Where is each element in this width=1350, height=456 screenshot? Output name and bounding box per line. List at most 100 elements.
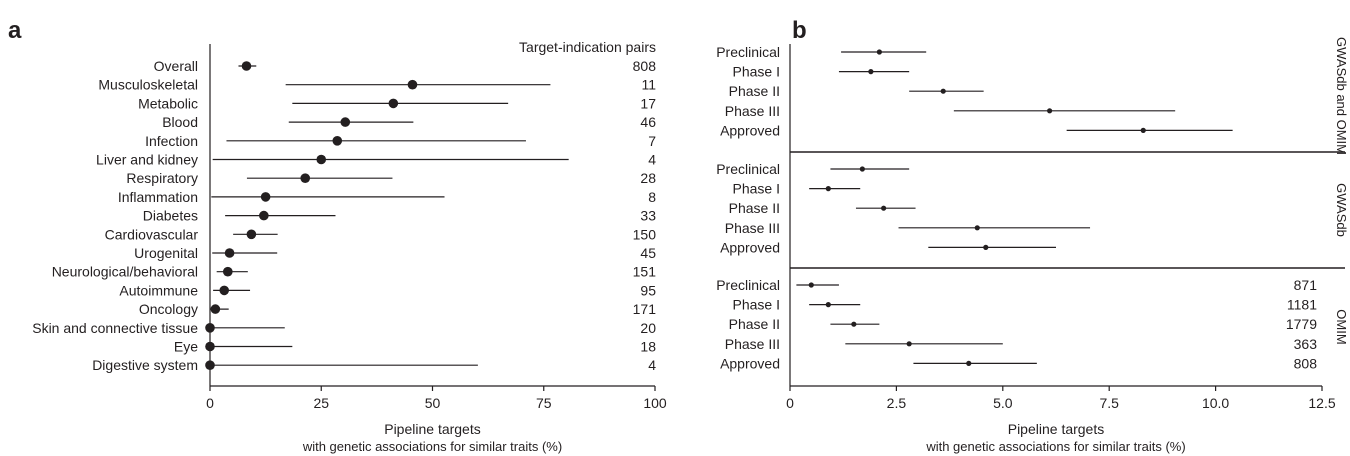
count-value: 4 [648, 152, 656, 168]
x-tick-label: 2.5 [887, 395, 907, 411]
data-point [210, 304, 221, 314]
phase-label: Approved [720, 355, 780, 371]
phase-label: Approved [720, 122, 780, 138]
panel-a: a 0 25 50 75 100 Pipeline targets with genetic … [8, 17, 667, 454]
phase-label: Preclinical [716, 277, 780, 293]
data-point [205, 323, 215, 333]
count-value: 18 [640, 339, 656, 355]
x-tick-label: 7.5 [1099, 395, 1119, 411]
category-label: Digestive system [92, 357, 198, 373]
x-tick-label: 75 [536, 395, 552, 411]
count-value: 871 [1294, 277, 1318, 293]
count-value: 150 [633, 226, 657, 242]
data-point [260, 192, 271, 202]
data-point [983, 244, 989, 250]
x-axis-title: Pipeline targets [384, 421, 481, 437]
data-point [966, 360, 972, 366]
data-point [825, 302, 831, 308]
count-value: 808 [1294, 355, 1318, 371]
data-point [906, 341, 912, 347]
data-point [851, 321, 857, 327]
count-value: 17 [640, 95, 656, 111]
category-label: Respiratory [126, 170, 198, 186]
phase-label: Phase III [725, 220, 780, 236]
count-value: 7 [648, 133, 656, 149]
category-label: Eye [174, 339, 198, 355]
data-point [868, 69, 874, 75]
data-point [808, 282, 814, 288]
phase-label: Phase II [729, 200, 780, 216]
category-label: Autoimmune [119, 282, 198, 298]
x-tick-label: 50 [425, 395, 441, 411]
x-axis-title: Pipeline targets [1008, 421, 1105, 437]
phase-label: Phase I [733, 64, 780, 80]
data-point [332, 136, 343, 146]
data-point [205, 341, 215, 352]
data-point [940, 88, 946, 94]
category-label: Infection [145, 133, 198, 149]
category-label: Oncology [139, 301, 198, 317]
category-label: Metabolic [138, 95, 198, 111]
category-label: Cardiovascular [105, 226, 199, 242]
phase-label: Preclinical [716, 161, 780, 177]
x-tick-label: 0 [206, 395, 214, 411]
data-point [407, 79, 418, 90]
data-point [974, 225, 980, 231]
category-label: Neurological/behavioral [52, 264, 198, 280]
phase-label: Phase II [729, 83, 780, 99]
count-value: 1181 [1287, 297, 1317, 313]
group-label: GWASdb and OMIM [1334, 37, 1349, 155]
data-point [1140, 127, 1146, 133]
category-label: Liver and kidney [96, 152, 198, 168]
category-label: Urogenital [134, 245, 198, 261]
phase-label: Approved [720, 239, 780, 255]
x-axis-subtitle: with genetic associations for similar tr… [302, 439, 562, 454]
data-point [881, 205, 887, 211]
data-point [876, 49, 882, 55]
phase-label: Phase II [729, 316, 780, 332]
data-point [859, 166, 865, 172]
count-value: 95 [640, 282, 656, 298]
category-label: Skin and connective tissue [32, 320, 198, 336]
data-point [1047, 108, 1053, 114]
x-tick-label: 0 [786, 395, 794, 411]
group-label: GWASdb [1334, 183, 1349, 237]
x-tick-label: 100 [643, 395, 667, 411]
phase-label: Phase III [725, 336, 780, 352]
count-value: 808 [633, 58, 657, 74]
count-value: 45 [640, 245, 656, 261]
phase-label: Phase I [733, 181, 780, 197]
data-point [300, 173, 311, 183]
data-point [340, 117, 351, 127]
x-tick-label: 12.5 [1308, 395, 1335, 411]
count-column-header: Target-indication pairs [519, 39, 656, 55]
category-label: Diabetes [143, 208, 198, 224]
phase-label: Phase I [733, 297, 780, 313]
count-value: 4 [648, 357, 656, 373]
x-axis-subtitle: with genetic associations for similar tr… [925, 439, 1185, 454]
data-point [219, 285, 230, 296]
data-point [246, 229, 257, 240]
data-point [224, 248, 235, 258]
data-point [205, 360, 215, 371]
count-value: 46 [640, 114, 656, 130]
category-label: Musculoskeletal [98, 77, 198, 93]
phase-label: Preclinical [716, 44, 780, 60]
phase-label: Phase III [725, 103, 780, 119]
panel-letter-b: b [792, 17, 807, 44]
count-value: 151 [633, 264, 657, 280]
category-label: Blood [162, 114, 198, 130]
category-label: Overall [154, 58, 198, 74]
panel-letter-a: a [8, 17, 22, 44]
x-tick-label: 10.0 [1202, 395, 1229, 411]
count-value: 20 [640, 320, 656, 336]
count-value: 33 [640, 208, 656, 224]
count-value: 363 [1294, 336, 1318, 352]
group-label: OMIM [1334, 309, 1349, 344]
data-point [388, 98, 399, 109]
data-point [223, 266, 233, 277]
count-value: 11 [641, 77, 656, 93]
count-value: 1779 [1286, 316, 1317, 332]
x-tick-label: 5.0 [993, 395, 1013, 411]
